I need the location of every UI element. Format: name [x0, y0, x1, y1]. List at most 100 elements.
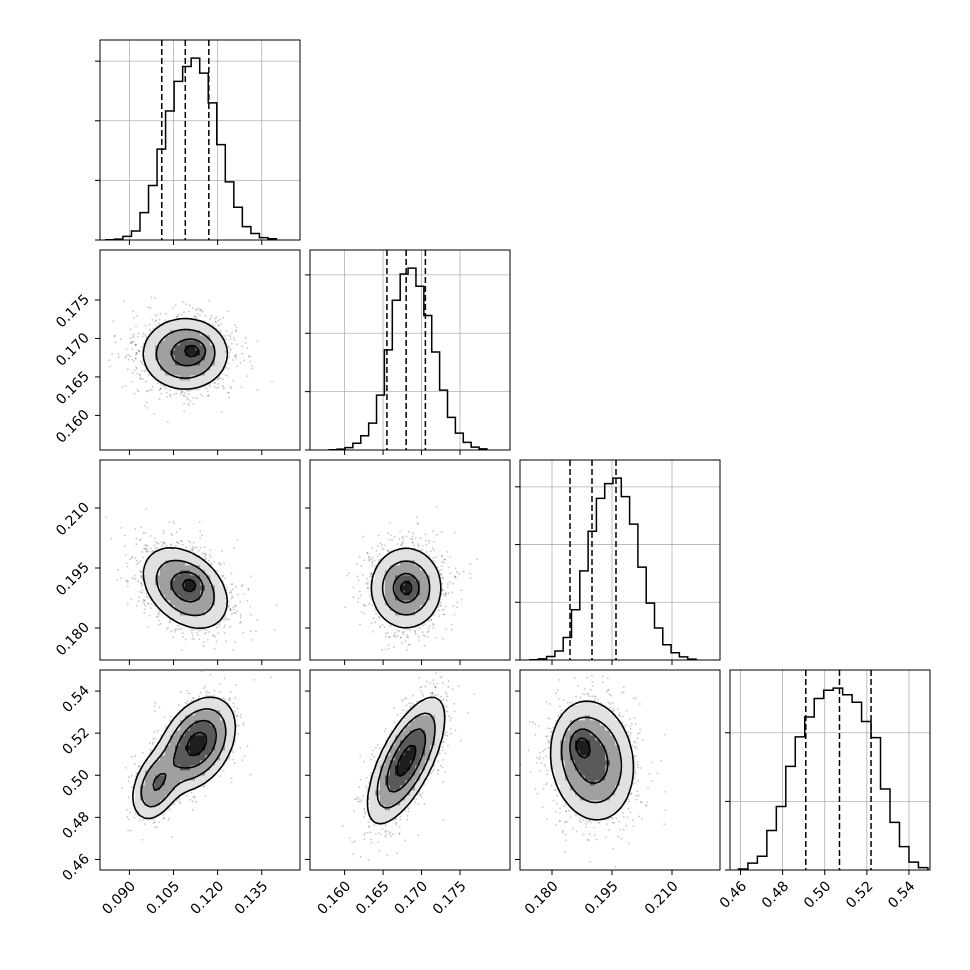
- density-cell: [185, 615, 191, 621]
- pair-frame: [99, 459, 301, 661]
- sample-point: [239, 616, 242, 619]
- sample-point: [196, 397, 198, 399]
- density-cell: [205, 585, 211, 591]
- sample-point: [381, 623, 384, 626]
- density-cell: [155, 575, 161, 581]
- density-cell: [395, 620, 401, 626]
- density-cell: [185, 565, 191, 571]
- sample-point: [448, 581, 451, 583]
- density-cell: [220, 610, 226, 616]
- density-cell: [170, 375, 176, 381]
- density-cell: [205, 565, 211, 571]
- sample-point: [221, 378, 224, 380]
- sample-point: [141, 335, 144, 338]
- sample-point: [390, 534, 393, 536]
- density-cell: [160, 600, 166, 606]
- density-cell: [395, 590, 401, 596]
- sample-point: [160, 387, 162, 390]
- density-cell: [200, 565, 206, 571]
- density-cell: [200, 560, 206, 566]
- density-cell: [180, 350, 186, 356]
- sample-point: [131, 371, 134, 374]
- sample-point: [230, 572, 233, 575]
- density-cell: [190, 380, 196, 386]
- sample-point: [437, 609, 440, 612]
- density-cell: [425, 610, 431, 616]
- sample-point: [366, 552, 369, 555]
- sample-point: [169, 544, 172, 547]
- sample-point: [172, 520, 175, 523]
- sample-point: [419, 537, 422, 539]
- density-cell: [190, 620, 196, 626]
- sample-point: [445, 592, 447, 595]
- sample-point: [111, 353, 113, 355]
- density-cell: [430, 570, 436, 576]
- sample-point: [225, 640, 227, 642]
- sample-point: [191, 632, 193, 634]
- density-cell: [195, 325, 201, 331]
- sample-point: [244, 336, 247, 339]
- sample-point: [388, 647, 390, 650]
- sample-point: [404, 640, 407, 643]
- sample-point: [234, 324, 237, 326]
- density-cell: [160, 360, 166, 366]
- density-cell: [380, 610, 386, 616]
- density-cell: [165, 550, 171, 556]
- sample-point: [191, 634, 194, 637]
- sample-point: [134, 574, 136, 577]
- sample-point: [135, 559, 138, 562]
- density-cell: [145, 565, 151, 571]
- sample-point: [182, 636, 185, 638]
- sample-point: [195, 546, 198, 549]
- sample-point: [228, 604, 231, 607]
- density-cell: [185, 365, 191, 371]
- sample-point: [129, 337, 132, 340]
- sample-point: [430, 619, 433, 621]
- sample-point: [231, 331, 234, 334]
- sample-point: [352, 596, 355, 598]
- sample-point: [207, 394, 209, 397]
- sample-point: [134, 557, 137, 560]
- sample-point: [183, 394, 186, 397]
- density-cell: [165, 605, 171, 611]
- density-cell: [210, 355, 216, 361]
- sample-point: [359, 623, 361, 626]
- density-cell: [410, 575, 416, 581]
- sample-point: [139, 539, 141, 542]
- sample-point: [149, 306, 152, 309]
- density-cell: [160, 355, 166, 361]
- sample-point: [135, 352, 138, 355]
- density-cell: [370, 580, 376, 586]
- sample-point: [181, 632, 184, 635]
- sample-point: [370, 622, 373, 624]
- density-cell: [215, 595, 221, 601]
- density-cell: [190, 320, 196, 326]
- sample-point: [121, 386, 123, 388]
- sample-point: [231, 588, 234, 591]
- density-cell: [405, 585, 411, 591]
- sample-point: [147, 596, 150, 599]
- sample-point: [409, 537, 412, 540]
- density-cell: [170, 360, 176, 366]
- density-cell: [180, 550, 186, 556]
- sample-point: [148, 614, 151, 617]
- density-cell: [430, 565, 436, 571]
- sample-point: [197, 307, 200, 310]
- sample-point: [133, 317, 135, 319]
- sample-point: [199, 537, 202, 539]
- density-cell: [190, 370, 196, 376]
- density-cell: [145, 350, 151, 356]
- sample-point: [364, 582, 367, 585]
- sample-point: [150, 388, 153, 391]
- sample-point: [423, 635, 426, 638]
- sample-point: [400, 641, 403, 644]
- density-cell: [175, 330, 181, 336]
- sample-point: [378, 616, 381, 619]
- density-area: [108, 296, 273, 423]
- sample-point: [192, 307, 194, 309]
- sample-point: [165, 391, 168, 394]
- sample-point: [161, 545, 163, 547]
- density-cell: [155, 550, 161, 556]
- density-cell: [420, 590, 426, 596]
- sample-point: [201, 309, 204, 312]
